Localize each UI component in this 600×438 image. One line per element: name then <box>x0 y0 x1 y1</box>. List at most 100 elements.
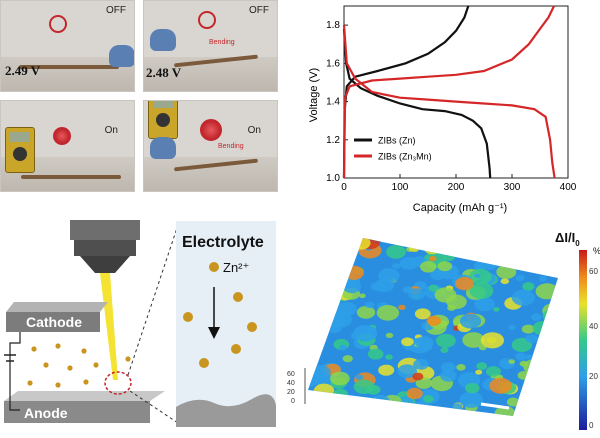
surface-peak <box>353 325 378 342</box>
surface-peak <box>338 255 348 263</box>
nozzle-ring <box>74 240 136 256</box>
surface-peak <box>519 360 529 367</box>
fan-icon <box>53 127 71 145</box>
surface-peak <box>535 258 543 263</box>
surface-peak <box>420 261 437 273</box>
surface-peak <box>308 319 316 330</box>
z-tick: 40 <box>287 380 295 387</box>
surface-peak <box>365 301 375 309</box>
surface-peak <box>486 246 502 257</box>
inset-ions <box>183 292 257 368</box>
z-tick: 0 <box>291 398 295 405</box>
surface-peak <box>538 361 550 370</box>
surface-peak <box>412 372 424 381</box>
x-axis-label: Capacity (mAh g⁻¹) <box>413 202 507 214</box>
surface-peak <box>456 364 466 371</box>
surface-peak <box>378 364 395 376</box>
surface-peak <box>469 282 494 300</box>
surface-peak <box>359 293 366 299</box>
x-tick-label: 200 <box>448 182 465 193</box>
surface-svg: 60 40 20 0 ΔI/I0 % 60 40 20 0 <box>283 230 600 433</box>
photo-on-bent: On Bending <box>143 100 278 192</box>
surface-peak <box>520 387 530 394</box>
surface-peak <box>408 401 432 416</box>
surface-peak <box>345 408 356 416</box>
surface-peak <box>480 332 504 349</box>
surface-peak <box>378 268 400 283</box>
surface-peak <box>531 313 542 321</box>
multimeter-icon <box>5 127 35 173</box>
surface-peak <box>314 305 333 319</box>
zoom-circle <box>104 371 132 395</box>
scale-bar <box>480 402 510 410</box>
surface-peak <box>525 334 539 343</box>
voltage-reading: 2.48 V <box>146 65 182 80</box>
surface-peak <box>415 377 433 389</box>
nozzle-body <box>70 220 140 240</box>
surface-peak <box>340 406 354 415</box>
surface-peak <box>506 397 520 407</box>
surface-peak <box>315 295 324 302</box>
surface-peak <box>440 370 457 382</box>
y-axis-label: Voltage (V) <box>308 68 320 122</box>
surface-peak <box>408 288 425 300</box>
surface-peak <box>386 245 406 259</box>
surface-peak <box>324 411 339 416</box>
surface-peak <box>423 395 434 403</box>
surface-peak <box>418 413 427 416</box>
glove <box>109 45 134 67</box>
surface-peak <box>440 362 456 373</box>
cathode-label: Cathode <box>26 314 82 330</box>
surface-peak <box>525 354 533 360</box>
circuit-wire <box>9 332 21 411</box>
surface-peak <box>555 305 558 312</box>
surface-peak <box>443 246 453 253</box>
surface-peak <box>434 287 457 303</box>
surface-peak <box>416 419 433 431</box>
surface-peak <box>338 262 347 269</box>
surface-peak <box>485 366 501 377</box>
surface-peak <box>406 387 423 400</box>
surface-peak <box>436 333 456 348</box>
glove <box>150 137 176 159</box>
surface-peak <box>489 377 512 394</box>
surface-peak <box>308 292 327 306</box>
surface-peak <box>511 337 533 353</box>
surface-peak <box>415 336 434 350</box>
surface-peak <box>332 388 349 400</box>
surface-peak <box>311 287 329 300</box>
surface-peak <box>370 394 390 409</box>
surface-peak <box>505 420 518 429</box>
surface-peak <box>308 332 323 346</box>
fan-icon <box>198 11 216 29</box>
y-tick-label: 1.6 <box>326 58 340 69</box>
surface-peak <box>320 297 333 306</box>
surface-peak <box>350 409 365 416</box>
battery-strip <box>21 175 121 179</box>
surface-peak <box>392 411 415 416</box>
surface-peak <box>376 305 400 321</box>
surface-peak <box>528 429 539 433</box>
photo-state-label: OFF <box>106 5 126 16</box>
colorbar-title-sub: 0 <box>575 239 580 248</box>
colorbar-title: ΔI/I0 <box>555 230 580 248</box>
cathode-front <box>6 312 100 332</box>
surface-peak <box>325 313 346 328</box>
surface-peak <box>367 348 384 360</box>
surface-peak <box>538 257 557 271</box>
photo-off-bent: OFF Bending 2.48 V <box>143 0 278 92</box>
anode-top <box>4 391 165 401</box>
surface-peak <box>515 402 536 416</box>
surface-peak <box>283 406 298 418</box>
surface-peak <box>447 415 456 416</box>
surface-peak <box>508 324 516 330</box>
surface-peak <box>455 413 465 416</box>
colorbar-unit: % <box>593 246 600 256</box>
y-tick-label: 1.2 <box>326 135 340 146</box>
surface-peak <box>338 344 347 351</box>
surface-peak <box>476 362 488 370</box>
surface-peak <box>396 406 415 416</box>
current-map-surface: 60 40 20 0 ΔI/I0 % 60 40 20 0 <box>283 218 600 433</box>
surface-peak <box>469 268 492 285</box>
surface-peak <box>548 316 558 330</box>
